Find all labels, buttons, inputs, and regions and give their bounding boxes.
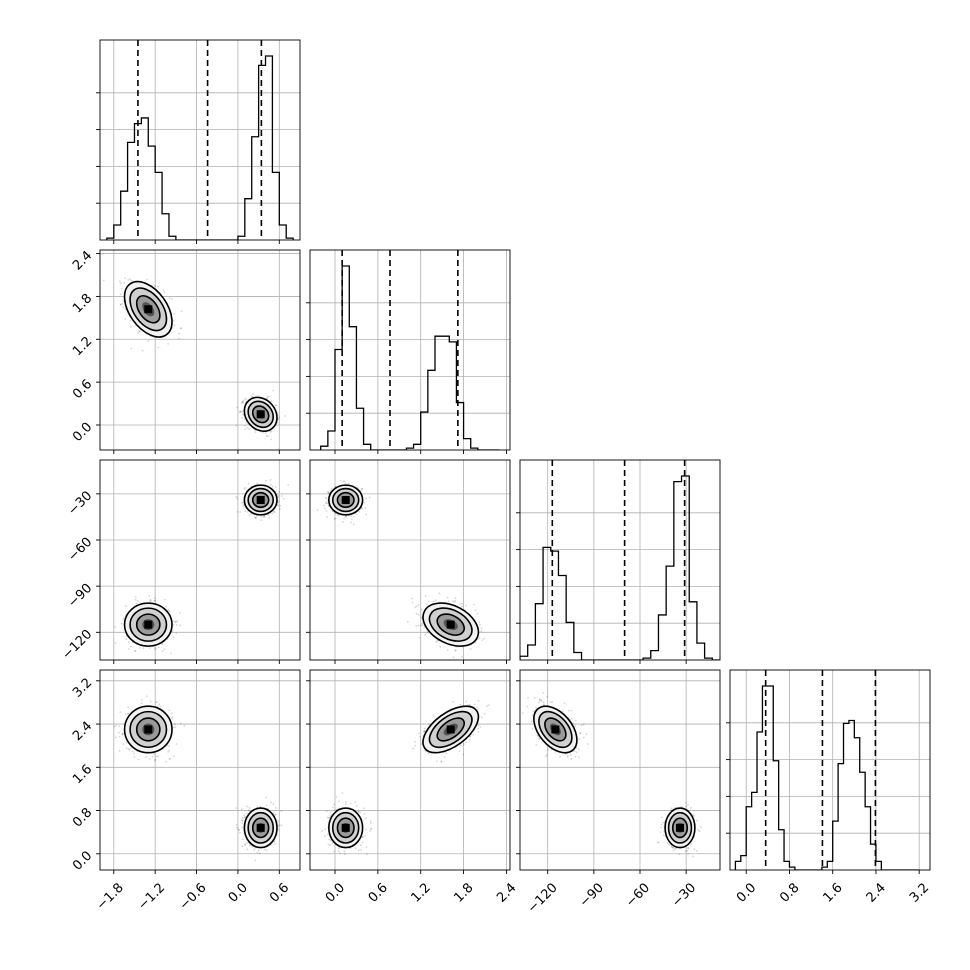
panel-frame [729, 669, 931, 871]
x-tick-label: 2.4 [864, 880, 889, 905]
histogram-p1 [320, 265, 500, 450]
density-peak [256, 410, 265, 419]
x-tick-label: −120 [525, 880, 561, 916]
x-tick-label: 1.6 [821, 880, 846, 905]
y-tick-label: 2.4 [70, 719, 95, 744]
y-tick-label: 0.0 [70, 420, 95, 445]
y-tick-label: −90 [65, 581, 95, 611]
panel-frame [309, 459, 511, 661]
scatter-panel-p0-p3: 0.0 0.8 1.6 2.4 3.2 −1.8 −1.2 −0.6 0.0 0.6 [70, 669, 301, 913]
density-peak [676, 823, 684, 832]
x-tick-label: 0.0 [323, 880, 348, 905]
y-tick-label: −120 [59, 627, 95, 663]
y-tick-label: −60 [65, 535, 95, 565]
x-tick-label: −1.8 [94, 880, 127, 913]
density-peak [256, 496, 265, 504]
scatter-panel-p0-p2: −120 −90 −60 −30 [59, 459, 301, 664]
histogram-p3 [734, 685, 920, 870]
hist-panel-p0 [96, 39, 301, 244]
density-peak [144, 725, 153, 734]
scatter-panel-p0-p1: 0.0 0.6 1.2 1.8 2.4 [70, 248, 301, 454]
x-tick-label: 0.8 [777, 880, 802, 905]
y-tick-label: −30 [65, 489, 95, 519]
y-tick-label: 1.6 [70, 762, 95, 787]
panel-frame [309, 249, 511, 451]
panel-frame [99, 459, 301, 661]
density-peak [144, 620, 153, 629]
density-peak [341, 496, 350, 504]
histogram-p2 [520, 475, 720, 660]
y-tick-label: 2.4 [70, 248, 95, 273]
panel-frame [519, 459, 721, 661]
panel-frame [519, 669, 721, 871]
y-tick-label: 0.8 [70, 805, 95, 830]
density-peak [446, 620, 455, 629]
x-tick-label: −60 [623, 880, 653, 910]
hist-panel-p3: 0.0 0.8 1.6 2.4 3.2 [726, 669, 932, 906]
y-tick-label: 1.8 [70, 291, 95, 316]
hist-panel-p2 [516, 459, 721, 664]
y-tick-label: 3.2 [70, 676, 95, 701]
panel-frame [309, 669, 511, 871]
x-tick-label: 1.2 [409, 880, 434, 905]
x-tick-label: 0.6 [366, 880, 391, 905]
x-tick-label: 2.4 [494, 880, 519, 905]
x-tick-label: 0.0 [734, 880, 759, 905]
density-peak [144, 305, 153, 314]
density-peak [341, 823, 350, 832]
panel-frame [99, 669, 301, 871]
x-tick-label: −30 [669, 880, 699, 910]
y-tick-label: 0.0 [70, 848, 95, 873]
panel-frame [99, 249, 301, 451]
scatter-panel-p2-p3: −120 −90 −60 −30 [516, 669, 721, 916]
x-tick-label: −90 [577, 880, 607, 910]
y-tick-label: 1.2 [70, 334, 95, 359]
x-tick-label: −1.2 [135, 880, 168, 913]
scatter-panel-p1-p2 [306, 459, 511, 664]
histogram-p0 [106, 55, 294, 240]
scatter-panel-p1-p3: 0.0 0.6 1.2 1.8 2.4 [306, 669, 519, 906]
x-tick-label: 1.8 [451, 880, 476, 905]
density-peak [446, 725, 455, 734]
x-tick-label: 3.2 [907, 880, 932, 905]
density-peak [256, 823, 265, 832]
hist-panel-p1 [306, 249, 511, 454]
x-tick-label: −0.6 [177, 880, 210, 913]
density-peak [551, 725, 560, 734]
panel-frame [99, 39, 301, 241]
x-tick-label: 0.6 [267, 880, 292, 905]
x-tick-label: 0.0 [226, 880, 251, 905]
y-tick-label: 0.6 [70, 377, 95, 402]
